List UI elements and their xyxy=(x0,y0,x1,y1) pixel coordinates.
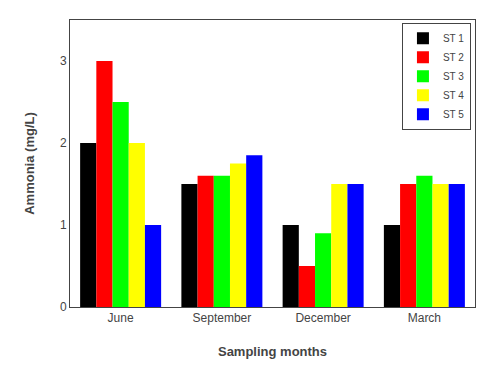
svg-text:3: 3 xyxy=(60,54,67,68)
svg-text:December: December xyxy=(295,311,350,325)
svg-text:1: 1 xyxy=(60,218,67,232)
svg-text:2: 2 xyxy=(60,136,67,150)
svg-text:September: September xyxy=(193,311,252,325)
svg-text:ST 3: ST 3 xyxy=(443,71,464,82)
svg-text:June: June xyxy=(108,311,134,325)
svg-text:March: March xyxy=(408,311,441,325)
svg-text:0: 0 xyxy=(60,300,67,314)
svg-text:ST 4: ST 4 xyxy=(443,90,464,101)
svg-text:Ammonia (mg/L): Ammonia (mg/L) xyxy=(22,112,37,215)
svg-text:ST 1: ST 1 xyxy=(443,33,464,44)
svg-text:ST 5: ST 5 xyxy=(443,109,464,120)
svg-text:Sampling months: Sampling months xyxy=(218,344,327,359)
svg-text:ST 2: ST 2 xyxy=(443,52,464,63)
